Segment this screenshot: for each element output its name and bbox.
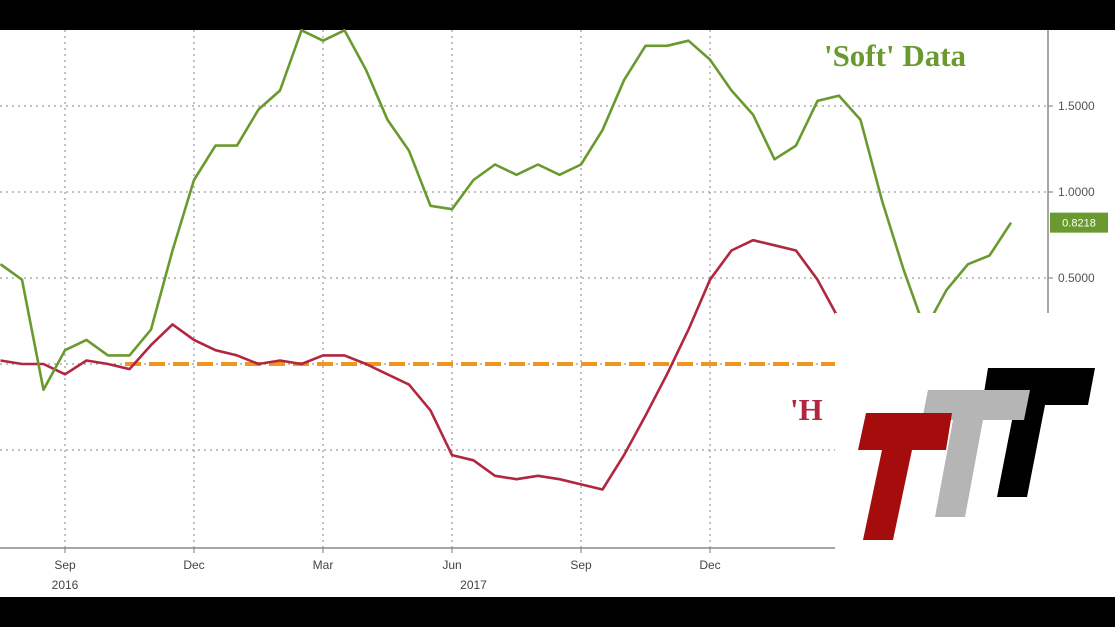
series-line [0,29,1013,392]
y-tick-label: 1.0000 [1058,185,1095,199]
last-value-label: 0.8218 [1062,218,1096,230]
x-year-label: 2016 [52,578,79,592]
y-tick-label: 1.5000 [1058,99,1095,113]
x-year-label: 2017 [460,578,487,592]
x-tick-label: Mar [313,558,334,572]
logo [835,313,1115,597]
x-tick-label: Dec [183,558,204,572]
logo-letter [858,413,952,540]
x-tick-label: Sep [570,558,592,572]
series-label: 'H [790,392,823,427]
series-label: 'Soft' Data [824,38,967,73]
x-tick-label: Dec [699,558,720,572]
x-tick-label: Sep [54,558,76,572]
series-line [0,238,841,491]
x-tick-label: Jun [442,558,461,572]
last-value-box [1050,212,1108,233]
logo-letter [922,390,1030,517]
y-tick-label: 0.5000 [1058,271,1095,285]
